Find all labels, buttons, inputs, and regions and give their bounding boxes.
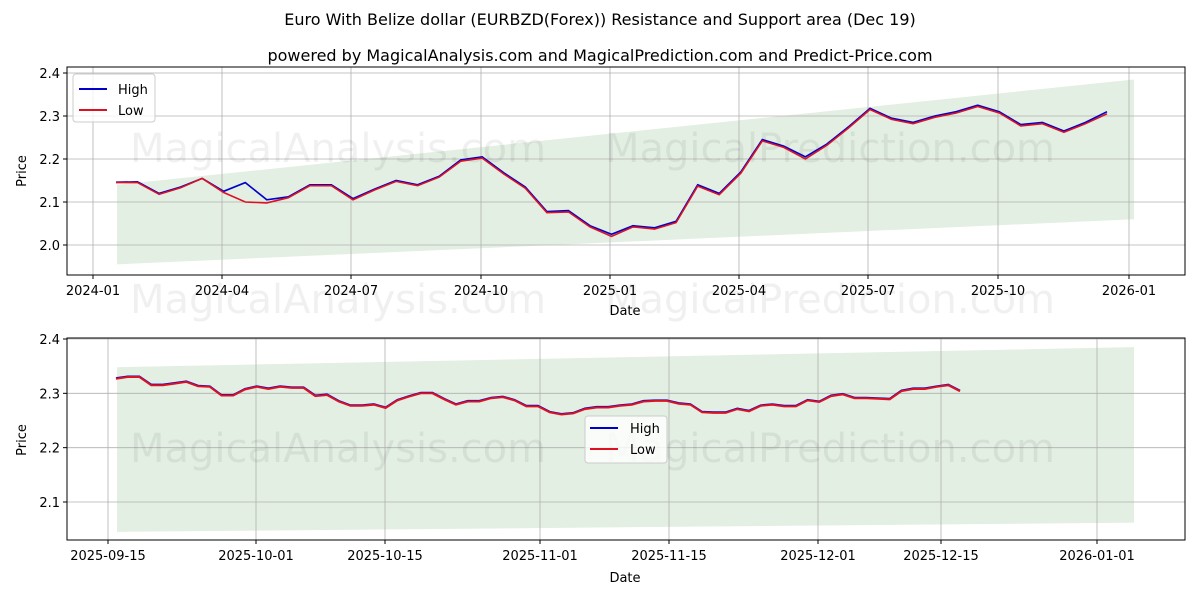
- top-chart: MagicalAnalysis.com MagicalPrediction.co…: [15, 66, 1186, 319]
- x-axis-label: Date: [609, 571, 640, 586]
- y-tick-label: 2.0: [39, 239, 60, 254]
- y-tick-label: 2.1: [39, 196, 60, 211]
- x-tick-label: 2025-11-15: [631, 549, 707, 564]
- legend-high-label: High: [630, 422, 660, 437]
- y-tick-label: 2.3: [39, 387, 60, 402]
- y-tick-label: 2.4: [39, 67, 60, 82]
- x-tick-label: 2025-12-15: [903, 549, 979, 564]
- y-axis-ticks: 2.1 2.2 2.3 2.4: [39, 333, 67, 511]
- x-axis-ticks: 2025-09-15 2025-10-01 2025-10-15 2025-11-01…: [70, 540, 1135, 564]
- legend: High Low: [584, 415, 668, 464]
- grid-lines: [67, 67, 1185, 275]
- x-tick-label: 2026-01: [1102, 284, 1156, 299]
- x-tick-label: 2024-04: [195, 284, 249, 299]
- legend-low-label: Low: [630, 443, 656, 458]
- low-line: [115, 376, 961, 416]
- watermark: MagicalAnalysis.com: [130, 277, 546, 323]
- x-tick-label: 2025-01: [583, 284, 637, 299]
- y-axis-label: Price: [15, 155, 30, 187]
- support-resistance-band: [117, 79, 1134, 265]
- watermark: MagicalAnalysis.com: [130, 426, 546, 472]
- legend: High Low: [72, 73, 156, 123]
- x-tick-label: 2024-07: [324, 284, 378, 299]
- watermark: MagicalAnalysis.com: [130, 126, 546, 172]
- watermark: MagicalPrediction.com: [605, 426, 1055, 472]
- watermark: MagicalPrediction.com: [605, 126, 1055, 172]
- x-tick-label: 2026-01-01: [1059, 549, 1135, 564]
- y-tick-label: 2.4: [39, 333, 60, 348]
- plot-frame: [66, 337, 1186, 541]
- x-tick-label: 2025-04: [712, 284, 766, 299]
- watermark: MagicalPrediction.com: [605, 277, 1055, 323]
- plot-frame: [66, 66, 1186, 276]
- x-tick-label: 2024-01: [66, 284, 120, 299]
- y-tick-label: 2.2: [39, 153, 60, 168]
- x-axis-ticks: 2024-01 2024-04 2024-07 2024-10 2025-01 2025-…: [66, 275, 1156, 299]
- x-tick-label: 2025-12-01: [780, 549, 856, 564]
- chart-title: Euro With Belize dollar (EURBZD(Forex)) …: [284, 10, 916, 29]
- high-line: [115, 104, 1108, 236]
- y-tick-label: 2.3: [39, 110, 60, 125]
- chart-subtitle: powered by MagicalAnalysis.com and Magic…: [267, 46, 933, 65]
- x-tick-label: 2025-11-01: [502, 549, 578, 564]
- y-tick-label: 2.2: [39, 442, 60, 457]
- x-tick-label: 2025-09-15: [70, 549, 146, 564]
- y-axis-ticks: 2.0 2.1 2.2 2.3 2.4: [39, 67, 67, 254]
- x-tick-label: 2025-10-15: [347, 549, 423, 564]
- x-tick-label: 2025-10-01: [218, 549, 294, 564]
- bottom-chart: MagicalAnalysis.com MagicalPrediction.co…: [15, 333, 1186, 586]
- legend-high-label: High: [118, 83, 148, 98]
- x-tick-label: 2025-10: [971, 284, 1025, 299]
- grid-lines: [67, 338, 1185, 540]
- x-tick-label: 2024-10: [454, 284, 508, 299]
- y-tick-label: 2.1: [39, 496, 60, 511]
- legend-low-label: Low: [118, 104, 144, 119]
- low-line: [116, 105, 1108, 238]
- x-axis-label: Date: [609, 304, 640, 319]
- x-tick-label: 2025-07: [841, 284, 895, 299]
- y-axis-label: Price: [15, 424, 30, 456]
